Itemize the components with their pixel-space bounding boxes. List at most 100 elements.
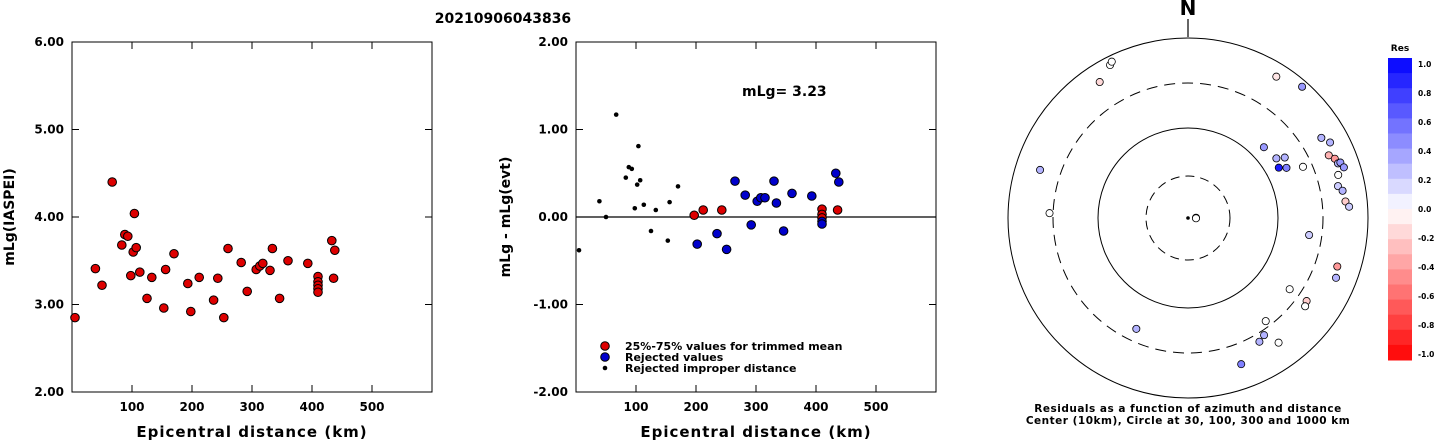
station-residual-point [1285,285,1294,294]
magnitude-point [169,248,179,259]
rejected-distance-point [667,199,672,205]
mid-y-tick-label: 0.00 [538,210,568,224]
magnitude-point [258,258,268,269]
station-residual-point [1237,360,1246,369]
residual-vs-distance-plot: mLg - mLg(evt) Epicentral distance (km) … [498,35,937,441]
colorbar-segment [1388,178,1412,195]
magnitude-point [223,243,233,254]
colorbar-segment [1388,329,1412,346]
magnitude-point [265,265,275,276]
rejected-value-point [740,190,751,200]
rejected-distance-point [597,198,602,204]
trimmed-mean-point [832,205,843,215]
station-residual-point [1301,302,1310,311]
left-plot-frame [71,41,433,393]
magnitude-point [159,303,169,313]
distance-ring-1000km [1007,37,1369,399]
magnitude-point [97,280,107,291]
magnitude-point [70,312,80,323]
station-residual-point [1272,154,1281,163]
mlg-annotation: mLg= 3.23 [742,84,827,100]
mid-y-tick-label: 1.00 [538,123,568,137]
rejected-distance-point [665,238,671,243]
station-residual-point [1333,262,1342,271]
rejected-distance-point [613,112,619,117]
rejected-distance-point [653,207,659,213]
rejected-value-point [778,226,789,236]
rejected-distance-point [641,202,647,208]
magnitude-vs-distance-plot: mLg(IASPEI) Epicentral distance (km) 100… [2,35,433,441]
colorbar-tick-label: 1.0 [1418,60,1431,69]
station-residual-point [1045,209,1054,218]
mid-x-tick-label: 100 [623,400,648,414]
left-y-tick-label: 5.00 [34,123,64,137]
magnitude-point [117,240,127,250]
mid-x-axis-label: Epicentral distance (km) [640,423,871,441]
rejected-value-point [771,198,782,208]
colorbar-segment [1388,88,1412,104]
colorbar-segment [1388,299,1412,316]
colorbar-segment [1388,284,1412,301]
colorbar-segment [1388,269,1412,285]
mid-y-axis-label: mLg - mLg(evt) [498,157,514,278]
magnitude-point [142,293,152,304]
magnitude-point [274,293,285,304]
epicenter-dot [1186,216,1190,220]
station-residual-point [1326,138,1335,147]
left-x-tick-label: 300 [239,400,264,414]
colorbar-tick-label: 0.2 [1418,176,1431,185]
colorbar-segment [1388,344,1412,361]
station-residual-point [1332,273,1341,282]
mid-x-tick-label: 200 [683,400,708,414]
rejected-value-point [692,239,703,249]
colorbar-tick-label: 0.0 [1418,205,1431,214]
left-y-axis-label: mLg(IASPEI) [2,168,18,266]
mid-x-tick-label: 400 [803,400,828,414]
left-x-axis-label: Epicentral distance (km) [136,423,367,441]
legend-marker [602,365,608,371]
station-residual-point [1280,153,1289,162]
magnitude-point [267,243,278,254]
rejected-distance-point [603,214,609,220]
colorbar-segment [1388,254,1412,270]
rejected-distance-point [576,247,582,253]
magnitude-point [242,286,252,297]
colorbar-tick-label: -0.6 [1418,292,1434,301]
trimmed-mean-point [698,205,709,215]
rejected-value-point [760,192,770,203]
magnitude-point [219,312,229,323]
left-x-tick-label: 400 [299,400,324,414]
colorbar-segment [1388,118,1412,134]
magnitude-point [129,208,140,219]
colorbar-tick-label: -0.8 [1418,321,1434,330]
legend-marker [600,341,610,351]
station-residual-point [1298,162,1307,171]
colorbar-segment [1388,73,1412,89]
colorbar-segment [1388,209,1412,225]
station-residual-point [1298,82,1307,91]
rejected-value-point [746,220,757,230]
left-y-tick-label: 4.00 [34,210,64,224]
magnitude-point [183,278,193,289]
rejected-value-point [834,177,844,187]
polar-caption-line1: Residuals as a function of azimuth and d… [1034,403,1341,415]
rejected-value-point [712,228,722,239]
mid-x-tick-label: 300 [743,400,768,414]
colorbar-title: Res [1391,44,1409,54]
colorbar-tick-label: 0.6 [1418,118,1431,127]
colorbar-segment [1388,58,1412,74]
magnitude-point [283,255,293,266]
station-residual-point [1107,57,1116,66]
rejected-distance-point [637,177,643,183]
magnitude-point [313,287,323,298]
rejected-value-point [807,191,817,201]
left-y-tick-label: 3.00 [34,298,64,312]
station-residual-point [1345,202,1354,211]
rejected-distance-point [632,205,638,211]
azimuth-residual-polar-plot: N Residuals as a function of azimuth and… [1007,0,1369,427]
colorbar-segment [1388,163,1412,180]
magnitude-point [147,272,157,283]
mid-x-tick-label: 500 [863,400,888,414]
station-residual-point [1260,331,1269,340]
station-residual-point [1338,186,1347,195]
